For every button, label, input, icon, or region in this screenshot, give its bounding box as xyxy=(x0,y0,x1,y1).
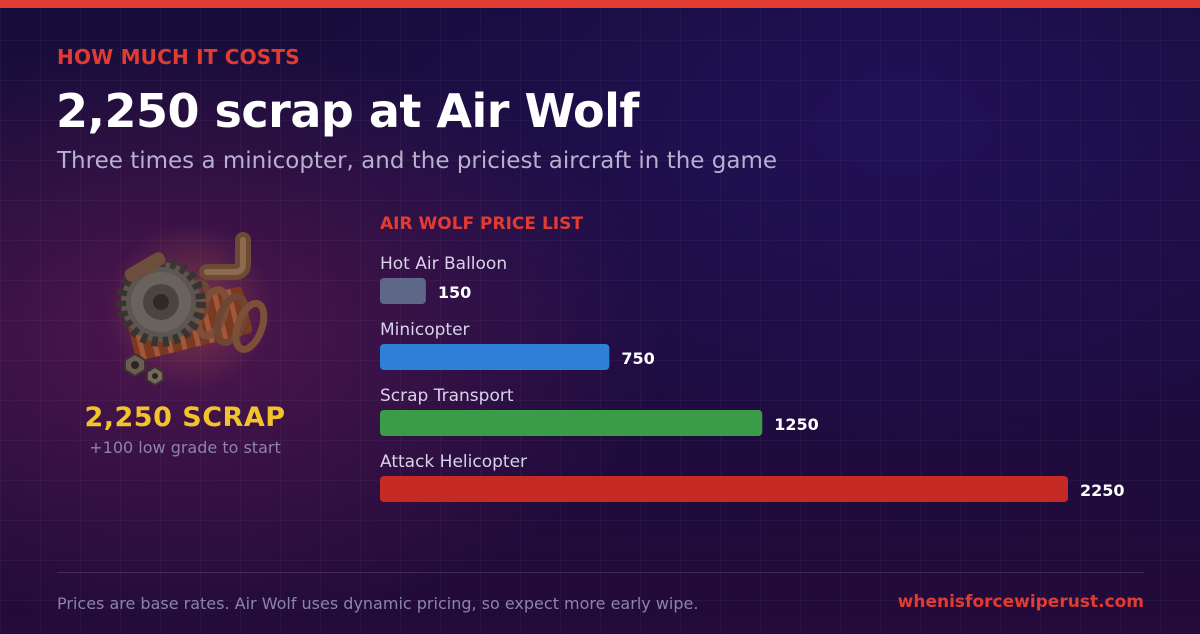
bar xyxy=(380,278,426,304)
site-link[interactable]: whenisforcewiperust.com xyxy=(897,592,1144,612)
page-subtitle: Three times a minicopter, and the pricie… xyxy=(57,148,777,174)
page-title: 2,250 scrap at Air Wolf xyxy=(56,84,639,138)
bar-category-label: Minicopter xyxy=(380,320,470,340)
scrap-pile-icon xyxy=(116,232,268,387)
footer-divider xyxy=(57,572,1144,573)
chart-title: AIR WOLF PRICE LIST xyxy=(380,214,583,234)
bar-value-label: 150 xyxy=(438,283,471,302)
scrap-icon-panel xyxy=(95,220,285,395)
footer-note: Prices are base rates. Air Wolf uses dyn… xyxy=(57,594,699,613)
top-accent-bar xyxy=(0,0,1200,8)
bar-category-label: Hot Air Balloon xyxy=(380,254,507,274)
bar-value-label: 2250 xyxy=(1080,481,1125,500)
bar xyxy=(380,476,1068,502)
bar-category-label: Scrap Transport xyxy=(380,386,514,406)
bar-category-label: Attack Helicopter xyxy=(380,452,527,472)
scrap-cost-value: 2,250 SCRAP xyxy=(84,402,286,433)
bar-value-label: 1250 xyxy=(774,415,819,434)
bar xyxy=(380,344,610,370)
price-bar-chart: Hot Air Balloon 150 Minicopter 750 Scrap Tra… xyxy=(380,254,1125,502)
section-kicker: HOW MUCH IT COSTS xyxy=(57,45,300,69)
bar xyxy=(380,410,763,436)
bar-value-label: 750 xyxy=(621,349,654,368)
low-grade-note: +100 low grade to start xyxy=(89,438,281,457)
